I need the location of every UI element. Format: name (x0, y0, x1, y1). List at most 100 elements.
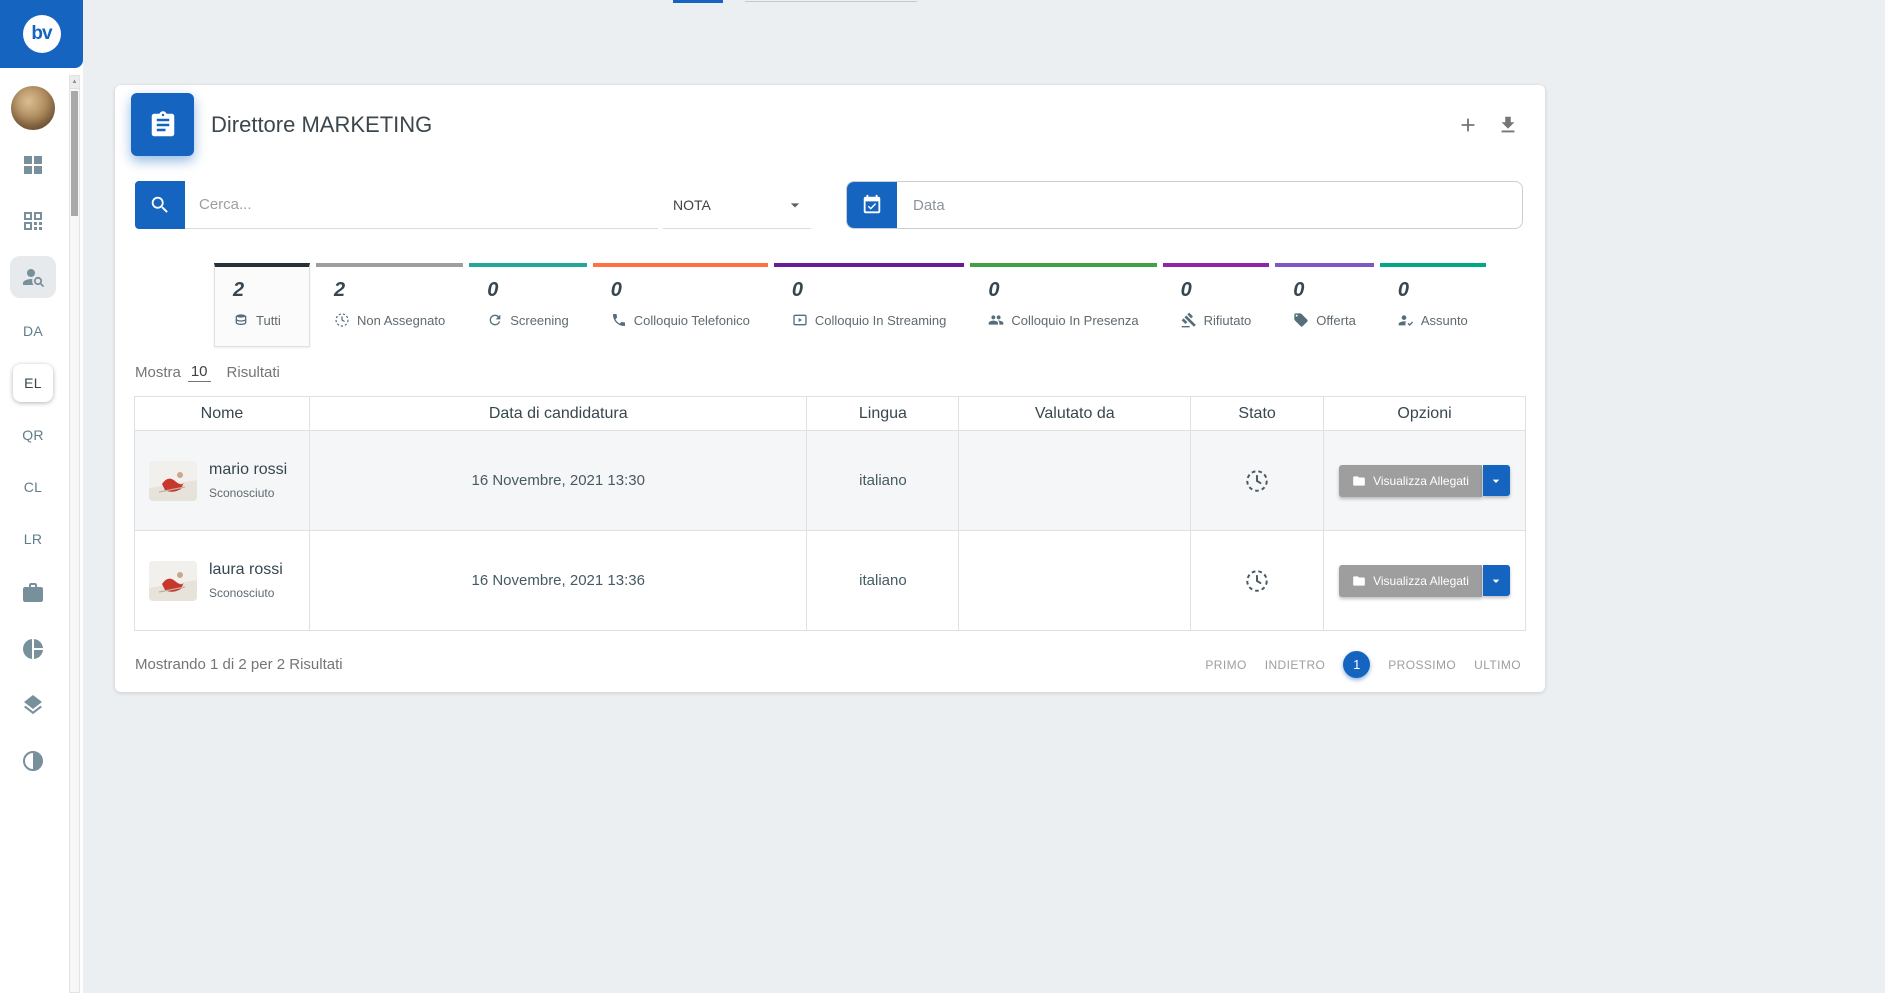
sidebar-item-cl[interactable]: CL (13, 468, 53, 506)
calendar-icon (861, 194, 883, 216)
status-tab-offerta[interactable]: 0 Offerta (1275, 263, 1374, 347)
sidebar-item-el[interactable]: EL (13, 364, 53, 402)
date-field[interactable] (846, 181, 1523, 229)
briefcase-icon (21, 581, 45, 605)
status-tab-label: Colloquio In Presenza (1011, 312, 1139, 328)
pagination-first[interactable]: PRIMO (1205, 657, 1247, 672)
pagination-current-page[interactable]: 1 (1343, 651, 1371, 678)
card-footer: Mostrando 1 di 2 per 2 Risultati PRIMO I… (135, 651, 1521, 678)
status-tab-count: 0 (1397, 279, 1409, 301)
col-header-nome: Nome (134, 396, 310, 431)
search-input[interactable] (185, 181, 658, 229)
candidate-name: mario rossi (209, 461, 288, 478)
status-cell (1190, 530, 1325, 631)
status-tab-colloquio-in-presenza[interactable]: 0 Colloquio In Presenza (970, 263, 1157, 347)
pagination-prev[interactable]: INDIETRO (1264, 657, 1326, 672)
sidebar-scrollbar[interactable]: ▲ (69, 75, 80, 993)
dashboard-grid-icon (21, 153, 45, 177)
app-logo[interactable]: bv (0, 0, 83, 68)
status-tab-count: 2 (233, 279, 245, 301)
status-tab-rifiutato[interactable]: 0 Rifiutato (1162, 263, 1270, 347)
sidebar-item-theme[interactable] (10, 740, 56, 782)
status-tab-non-assegnato[interactable]: 2 Non Assegnato (316, 263, 464, 347)
sidebar-item-qr[interactable]: QR (13, 416, 53, 454)
folder-icon (1352, 574, 1366, 588)
sidebar-item-layers[interactable] (10, 684, 56, 726)
refresh-icon (487, 312, 503, 328)
sidebar-item-vault[interactable] (10, 572, 56, 614)
sidebar-item-label: CL (23, 479, 43, 495)
status-tab-count: 0 (1293, 279, 1305, 301)
tutti-icon (233, 312, 249, 328)
sidebar-item-candidate-search[interactable] (10, 256, 56, 298)
nota-select[interactable]: NOTA (663, 181, 811, 229)
page-size-select[interactable]: 10 (187, 363, 211, 382)
download-icon (1497, 114, 1519, 136)
sidebar-nav: DA EL QR CL LR (0, 86, 66, 782)
add-button[interactable] (1453, 110, 1483, 140)
page-title: Direttore MARKETING (211, 111, 433, 137)
status-tab-label: Tutti (256, 312, 281, 328)
pending-clock-icon (1244, 468, 1270, 494)
top-line-artifact (745, 1, 917, 2)
sidebar-item-label: LR (23, 531, 43, 547)
status-tabs: 2 Tutti 2 Non Assegnato 0 Screening 0 Co… (214, 263, 1545, 347)
pagination-next[interactable]: PROSSIMO (1388, 657, 1457, 672)
status-tab-assunto[interactable]: 0 Assunto (1379, 263, 1486, 347)
video-icon (792, 312, 808, 328)
sidebar-item-da[interactable]: DA (13, 312, 53, 350)
download-button[interactable] (1493, 110, 1523, 140)
col-header-lingua: Lingua (806, 396, 960, 431)
sidebar-item-label: DA (22, 323, 44, 339)
status-tab-screening[interactable]: 0 Screening (469, 263, 587, 347)
status-tab-colloquio-in-streaming[interactable]: 0 Colloquio In Streaming (773, 263, 965, 347)
user-avatar[interactable] (11, 86, 55, 130)
candidate-name: laura rossi (209, 561, 283, 578)
sidebar-item-reports[interactable] (10, 628, 56, 670)
status-tab-label: Non Assegnato (357, 312, 446, 328)
people-icon (988, 312, 1004, 328)
visualizza-allegati-button[interactable]: Visualizza Allegati (1339, 564, 1482, 597)
visualizza-allegati-button[interactable]: Visualizza Allegati (1339, 464, 1482, 497)
row-actions-dropdown-button[interactable] (1482, 465, 1510, 496)
search-icon-block (135, 181, 185, 229)
language: italiano (806, 530, 960, 631)
status-tab-label: Screening (510, 312, 569, 328)
row-actions: Visualizza Allegati (1339, 564, 1510, 597)
folder-icon (1352, 474, 1366, 488)
person-check-icon (1398, 312, 1414, 328)
candidate-status-sub: Sconosciuto (209, 486, 275, 500)
pie-chart-icon (21, 637, 45, 661)
pagination-last[interactable]: ULTIMO (1474, 657, 1521, 672)
date-input[interactable] (897, 196, 1522, 214)
status-cell (1190, 430, 1325, 531)
candidate-name-cell: mario rossi Sconosciuto (134, 430, 310, 531)
evaluated-by (958, 530, 1192, 631)
top-tab-indicator-artifact (673, 0, 723, 3)
col-header-data-candidatura: Data di candidatura (308, 396, 808, 431)
table-row: laura rossi Sconosciuto 16 Novembre, 202… (134, 530, 1526, 631)
nota-select-value: NOTA (673, 196, 711, 213)
person-search-icon (21, 265, 45, 289)
sidebar-item-qr-scanner[interactable] (10, 200, 56, 242)
row-actions-dropdown-button[interactable] (1482, 565, 1510, 596)
status-tab-label: Colloquio In Streaming (814, 312, 947, 328)
language: italiano (806, 430, 960, 531)
results-bar: Mostra 10 Risultati (135, 363, 1545, 382)
col-header-stato: Stato (1190, 396, 1325, 431)
status-tab-tutti[interactable]: 2 Tutti (214, 263, 310, 347)
filter-row: NOTA (135, 181, 1523, 229)
status-tab-colloquio-telefonico[interactable]: 0 Colloquio Telefonico (592, 263, 768, 347)
status-tab-count: 0 (988, 279, 1000, 301)
scroll-up-arrow-icon[interactable]: ▲ (70, 76, 79, 89)
pending-clock-icon (1244, 568, 1270, 594)
table-row: mario rossi Sconosciuto 16 Novembre, 202… (134, 430, 1526, 531)
qr-scan-icon (21, 209, 45, 233)
sidebar-item-lr[interactable]: LR (13, 520, 53, 558)
status-tab-count: 0 (1180, 279, 1192, 301)
scrollbar-thumb[interactable] (71, 91, 78, 216)
col-header-opzioni: Opzioni (1323, 396, 1526, 431)
table-header-row: Nome Data di candidatura Lingua Valutato… (134, 396, 1526, 431)
sidebar-item-dashboard[interactable] (10, 144, 56, 186)
caret-down-icon (1488, 473, 1504, 489)
